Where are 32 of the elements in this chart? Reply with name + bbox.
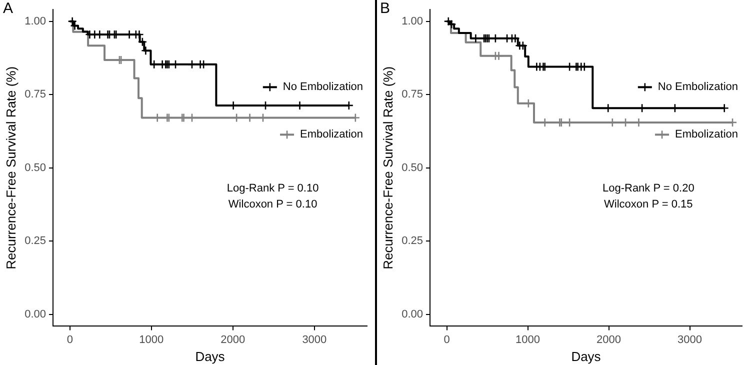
y-axis-title: Recurrence-Free Survival Rate (%) — [3, 66, 18, 270]
y-tick-label: 0.00 — [402, 308, 424, 321]
x-tick-label: 2000 — [220, 334, 246, 346]
y-axis-title: Recurrence-Free Survival Rate (%) — [380, 66, 396, 270]
x-tick-label: 2000 — [596, 334, 622, 346]
y-tick-label: 1.00 — [24, 15, 46, 28]
chart-title: A — [3, 0, 14, 17]
y-tick-label: 0.25 — [402, 235, 424, 248]
x-tick-label: 1000 — [139, 334, 164, 346]
x-tick-label: 3000 — [302, 334, 327, 346]
y-tick-label: 0.50 — [24, 162, 46, 174]
legend-label: Embolization — [675, 128, 738, 141]
annotation: Log-Rank P = 0.10 — [226, 182, 319, 195]
chart-title: B — [380, 0, 390, 17]
y-tick-label: 0.25 — [24, 235, 46, 248]
annotation: Log-Rank P = 0.20 — [602, 182, 694, 195]
y-tick-label: 0.75 — [402, 88, 424, 101]
x-axis-title: Days — [571, 348, 602, 364]
annotation: Wilcoxon P = 0.15 — [604, 198, 693, 210]
y-tick-label: 1.00 — [402, 15, 424, 28]
legend-label: No Embolization — [658, 81, 738, 94]
y-tick-label: 0.50 — [402, 162, 424, 174]
x-tick-label: 1000 — [516, 334, 540, 346]
annotation: Wilcoxon P = 0.10 — [228, 198, 318, 210]
x-tick-label: 3000 — [678, 334, 702, 346]
y-tick-label: 0.00 — [24, 308, 46, 321]
legend-label: No Embolization — [282, 81, 363, 94]
x-tick-label: 0 — [444, 334, 450, 346]
y-tick-label: 0.75 — [24, 88, 46, 101]
x-tick-label: 0 — [66, 334, 73, 346]
x-axis-title: Days — [195, 348, 226, 364]
legend-label: Embolization — [300, 128, 364, 141]
